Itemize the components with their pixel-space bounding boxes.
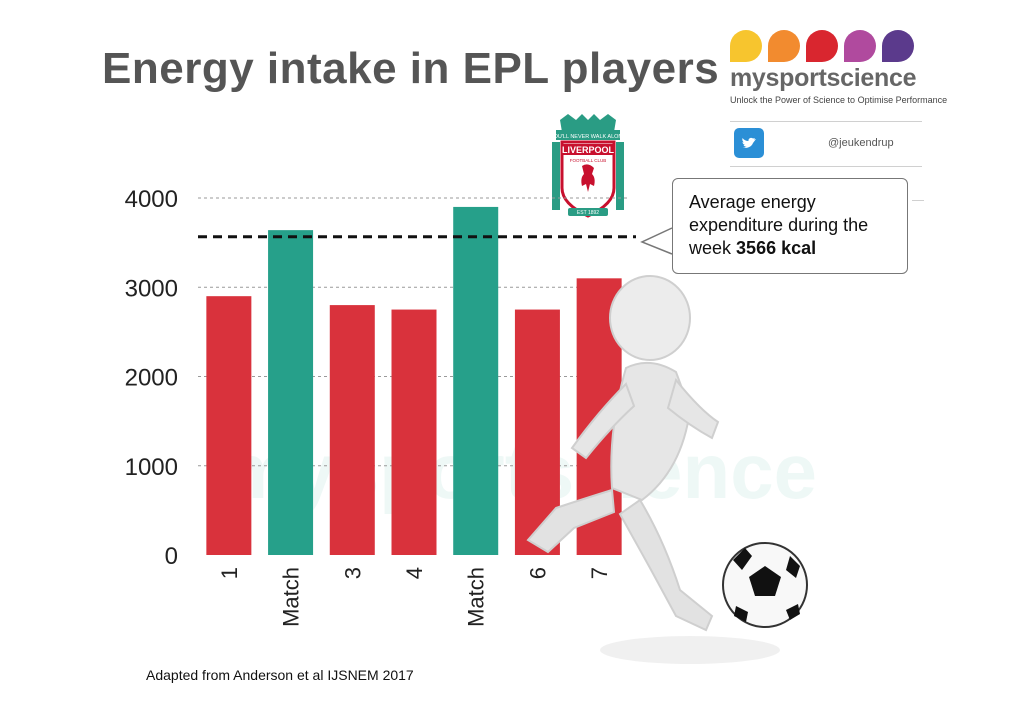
y-tick-label: 1000 [125, 454, 178, 481]
x-tick-label: Match [464, 567, 489, 627]
crest-banner: YOU'LL NEVER WALK ALONE [550, 134, 626, 140]
callout-text: Average energy expenditure during the we… [689, 192, 869, 258]
y-tick-label: 2000 [125, 365, 178, 392]
x-tick-label: 4 [402, 567, 427, 579]
x-tick-label: 7 [587, 567, 612, 579]
divider [730, 121, 922, 122]
soccer-ball-icon [722, 542, 808, 628]
crest-sub: FOOTBALL CLUB [570, 158, 607, 163]
x-tick-label: 6 [525, 567, 550, 579]
crest-est: EST 1892 [577, 210, 599, 216]
brand-tagline: Unlock the Power of Science to Optimise … [730, 95, 948, 105]
callout-pointer [640, 227, 673, 255]
brand-drop-4 [844, 30, 876, 62]
divider [730, 166, 922, 167]
bar-match [453, 206, 499, 556]
y-tick-label: 3000 [125, 275, 178, 302]
twitter-icon[interactable] [734, 128, 764, 158]
player-figure-icon [526, 275, 780, 664]
divider [912, 200, 924, 201]
brand-name: mysportscience [730, 64, 917, 92]
brand-drop-2 [768, 30, 800, 62]
chart-bars [206, 206, 622, 556]
source-note: Adapted from Anderson et al IJSNEM 2017 [146, 667, 414, 683]
brand-drop-3 [806, 30, 838, 62]
callout-value: 3566 kcal [736, 238, 817, 258]
brand-drop-1 [730, 30, 762, 62]
brand-drop-5 [882, 30, 914, 62]
bar-training [206, 296, 252, 555]
average-expenditure-callout: Average energy expenditure during the we… [672, 178, 908, 274]
brand-drops [730, 30, 930, 62]
y-tick-label: 0 [165, 543, 178, 570]
crest-name: LIVERPOOL [562, 145, 615, 155]
bar-match [268, 230, 314, 555]
brand-logo: mysportscience Unlock the Power of Scien… [730, 30, 948, 105]
x-tick-label: 1 [217, 567, 242, 579]
x-tick-label: Match [279, 567, 304, 627]
y-tick-label: 4000 [125, 186, 178, 213]
bar-training [391, 309, 437, 555]
chart-y-ticks: 0 1000 2000 3000 4000 [125, 186, 178, 570]
twitter-handle[interactable]: @jeukendrup [828, 137, 894, 149]
bar-training [329, 305, 375, 555]
page-title: Energy intake in EPL players [102, 44, 720, 93]
x-tick-label: 3 [340, 567, 365, 579]
chart-x-labels: 1 Match 3 4 Match 6 7 [217, 567, 612, 627]
